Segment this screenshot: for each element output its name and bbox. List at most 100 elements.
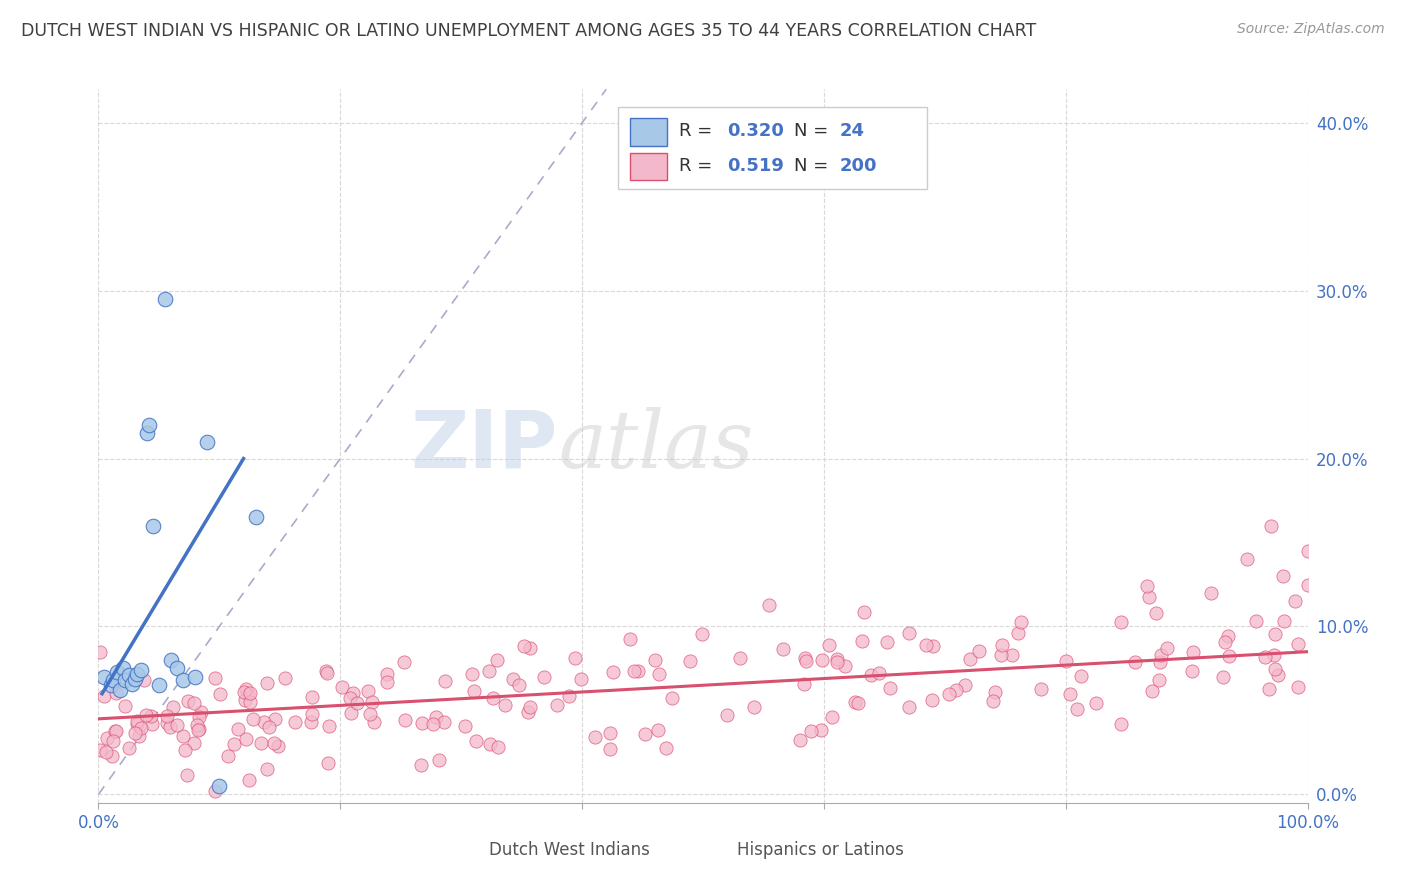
Point (661, 691, 683, 706)
Point (546, 698, 568, 713)
Point (187, 723, 209, 737)
Point (519, 699, 541, 714)
Point (142, 518, 165, 533)
Point (818, 639, 841, 653)
Point (101, 749, 124, 764)
Point (1149, 655, 1171, 669)
Point (599, 742, 621, 756)
Point (821, 709, 844, 723)
Point (1070, 668, 1092, 682)
Point (94, 745, 117, 759)
Text: Source: ZipAtlas.com: Source: ZipAtlas.com (1237, 22, 1385, 37)
Point (156, 715, 179, 730)
Point (236, 687, 259, 701)
Point (876, 635, 898, 649)
Point (1218, 648, 1240, 663)
Point (422, 717, 444, 731)
Point (172, 673, 194, 688)
Point (508, 678, 530, 692)
Point (914, 638, 936, 652)
Point (226, 722, 249, 736)
Point (1140, 683, 1163, 698)
Point (758, 598, 780, 612)
Text: 0.320: 0.320 (727, 122, 785, 140)
Point (1284, 594, 1306, 608)
Point (512, 640, 534, 654)
Point (1147, 673, 1170, 687)
Point (264, 712, 287, 726)
Point (177, 694, 200, 708)
Point (301, 707, 323, 722)
Point (1085, 697, 1108, 711)
Point (634, 727, 657, 741)
Text: R =: R = (679, 122, 718, 140)
Point (256, 762, 278, 776)
Point (1150, 648, 1173, 663)
Point (716, 707, 738, 722)
Point (945, 682, 967, 697)
Point (375, 674, 398, 689)
Point (342, 686, 364, 700)
Point (1059, 687, 1081, 701)
Text: 0.519: 0.519 (727, 157, 785, 175)
Point (1264, 662, 1286, 676)
Point (852, 605, 875, 619)
Point (222, 737, 245, 751)
Text: 200: 200 (839, 157, 877, 175)
Point (742, 700, 765, 714)
Point (558, 689, 581, 703)
Point (834, 659, 856, 673)
Point (1215, 634, 1237, 648)
Point (794, 654, 817, 668)
Point (1272, 614, 1295, 628)
Point (1181, 664, 1204, 678)
Point (1264, 627, 1286, 641)
Point (1272, 569, 1295, 583)
Point (1181, 645, 1204, 659)
Point (316, 756, 339, 770)
Point (647, 723, 669, 737)
Point (800, 723, 823, 738)
Point (482, 690, 505, 705)
Point (519, 641, 541, 656)
Point (134, 673, 156, 687)
Point (1109, 615, 1132, 629)
Point (898, 626, 921, 640)
Point (728, 651, 751, 665)
FancyBboxPatch shape (630, 119, 666, 145)
Point (868, 665, 890, 680)
Point (118, 740, 141, 755)
Point (235, 682, 257, 697)
Point (846, 696, 869, 710)
Point (825, 651, 848, 665)
Text: atlas: atlas (558, 408, 754, 484)
Point (257, 720, 280, 734)
Point (921, 639, 943, 653)
Point (267, 739, 290, 753)
Point (1109, 716, 1132, 731)
Point (114, 699, 136, 714)
Point (104, 686, 127, 700)
Point (679, 654, 702, 668)
Point (879, 681, 901, 695)
Point (1254, 649, 1277, 664)
Point (1216, 629, 1239, 643)
Point (392, 656, 415, 670)
Point (602, 665, 624, 679)
Point (627, 664, 650, 678)
Point (357, 684, 380, 698)
Point (772, 641, 794, 656)
Point (411, 716, 433, 731)
Point (172, 730, 194, 744)
Point (485, 652, 508, 666)
Point (273, 671, 295, 685)
Point (108, 683, 131, 698)
Text: ZIP: ZIP (411, 407, 558, 485)
Point (166, 718, 188, 732)
Point (644, 653, 666, 667)
Point (190, 705, 212, 719)
Point (1031, 682, 1053, 697)
Point (101, 734, 124, 748)
Point (125, 714, 148, 728)
Point (1260, 518, 1282, 533)
